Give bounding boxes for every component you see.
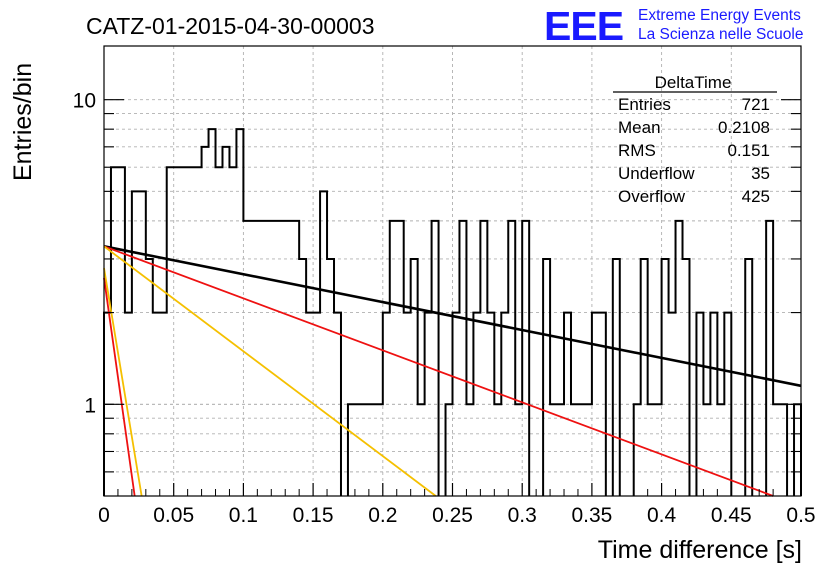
fit-line-2 (103, 245, 774, 497)
fit-line-3 (103, 245, 437, 497)
stats-value: 721 (742, 95, 770, 114)
histogram-outline (103, 128, 802, 496)
logo-mark: EEE (544, 3, 623, 49)
x-tick-label: 0.3 (508, 504, 537, 527)
stats-label: Entries (618, 95, 671, 114)
stats-label: Mean (618, 118, 661, 137)
stats-label: Underflow (618, 164, 695, 183)
stats-box-title: DeltaTime (655, 73, 732, 92)
x-tick-label: 0.15 (293, 504, 334, 527)
logo-line-2: La Scienza nelle Scuole (638, 26, 803, 43)
x-tick-label: 0.1 (229, 504, 258, 527)
stats-label: Overflow (618, 187, 686, 206)
histogram (103, 128, 802, 496)
y-tick-label: 1 (84, 394, 96, 417)
fit-line-5 (103, 277, 136, 497)
y-tick-label: 10 (73, 90, 96, 113)
fit-line-1 (103, 245, 802, 388)
stats-label: RMS (618, 141, 656, 160)
stats-value: 0.2108 (718, 118, 770, 137)
fit-curves (103, 245, 802, 497)
x-axis-label: Time difference [s] (598, 536, 802, 564)
eee-logo: EEE Extreme Energy Events La Scienza nel… (544, 3, 803, 49)
stats-value: 425 (742, 187, 770, 206)
x-tick-label: 0 (98, 504, 110, 527)
x-tick-label: 0.5 (786, 504, 815, 527)
fit-line-4 (103, 267, 143, 497)
y-axis-label: Entries/bin (9, 63, 37, 181)
x-tick-label: 0.45 (711, 504, 752, 527)
x-tick-label: 0.4 (647, 504, 677, 527)
x-tick-label: 0.2 (368, 504, 397, 527)
chart-title: CATZ-01-2015-04-30-00003 (86, 13, 375, 39)
x-tick-label: 0.35 (571, 504, 612, 527)
stats-value: 35 (751, 164, 770, 183)
logo-line-1: Extreme Energy Events (638, 7, 801, 24)
x-tick-label: 0.25 (432, 504, 473, 527)
x-tick-label: 0.05 (153, 504, 194, 527)
stats-box: DeltaTime Entries 721 Mean 0.2108 RMS 0.151 Un… (613, 73, 777, 206)
stats-value: 0.151 (727, 141, 770, 160)
axes: 0 0.05 0.1 0.15 0.2 0.25 0.3 0.35 0.4 0.45 0.5 1 10 (73, 90, 816, 527)
